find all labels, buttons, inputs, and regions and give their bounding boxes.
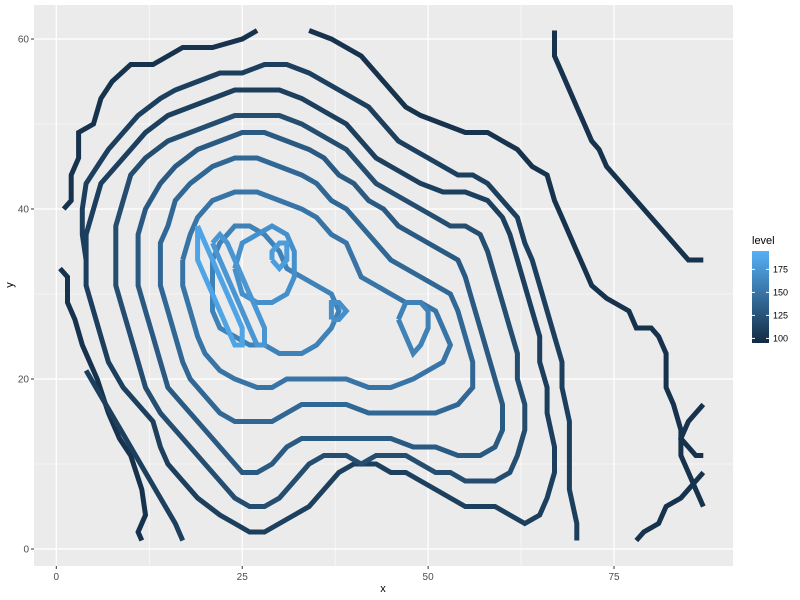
legend-title: level <box>752 235 775 247</box>
contour-lines <box>58 28 706 543</box>
contour-line <box>135 130 505 475</box>
y-axis: 0 20 40 60 <box>18 35 34 556</box>
legend-label: 150 <box>773 287 788 297</box>
contour-line <box>83 369 185 542</box>
x-tick-label: 25 <box>237 572 249 583</box>
contour-line <box>83 87 557 535</box>
y-tick-label: 60 <box>18 35 30 46</box>
x-tick-label: 75 <box>608 572 620 583</box>
x-tick-label: 0 <box>54 572 60 583</box>
contour-line <box>308 28 706 508</box>
y-axis-title: y <box>4 282 16 288</box>
contour-line <box>269 240 290 273</box>
plot-panel <box>34 5 733 566</box>
contour-line <box>396 300 431 359</box>
y-tick-label: 40 <box>18 205 30 216</box>
contour-line <box>195 225 245 348</box>
legend-label: 125 <box>773 310 788 320</box>
legend: level 100 125 150 175 <box>752 235 788 343</box>
x-axis-title: x <box>380 583 386 595</box>
contour-line <box>61 28 259 211</box>
y-tick-label: 0 <box>23 545 29 556</box>
contour-line <box>180 189 454 390</box>
x-tick-label: 50 <box>423 572 435 583</box>
contour-line <box>677 402 706 458</box>
legend-label: 100 <box>773 333 788 343</box>
contour-line <box>157 155 476 424</box>
legend-ticks: 100 125 150 175 <box>752 264 788 343</box>
contour-line <box>328 300 350 322</box>
major-gridlines <box>34 5 733 566</box>
contour-line <box>552 30 704 263</box>
legend-colorbar <box>752 251 769 343</box>
contour-line <box>79 62 580 541</box>
y-tick-label: 20 <box>18 375 30 386</box>
legend-label: 175 <box>773 264 788 274</box>
contour-line <box>113 113 528 509</box>
contour-line <box>634 470 706 543</box>
contour-line <box>210 230 267 348</box>
x-axis: 0 25 50 75 <box>54 566 620 583</box>
